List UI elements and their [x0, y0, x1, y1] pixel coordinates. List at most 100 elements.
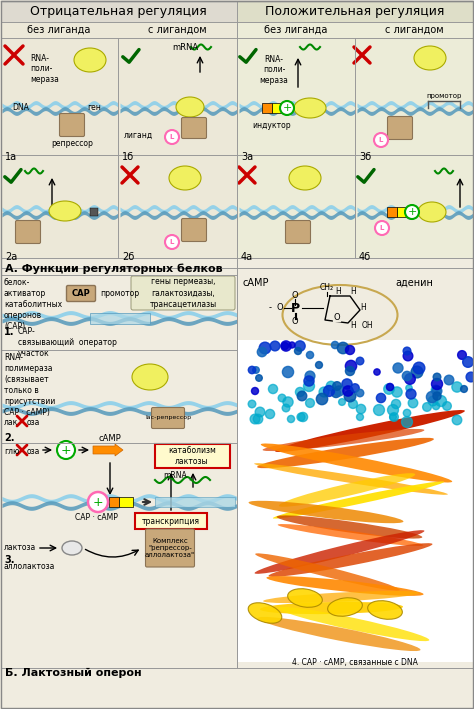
Ellipse shape — [418, 202, 446, 222]
Circle shape — [348, 400, 357, 408]
FancyBboxPatch shape — [131, 276, 235, 310]
Circle shape — [411, 366, 423, 378]
Circle shape — [431, 379, 443, 389]
Circle shape — [356, 404, 365, 413]
Text: белок-
активатор
катаболитных
оперонов
(CAP): белок- активатор катаболитных оперонов (… — [4, 278, 62, 331]
Text: 4. CAP · cAMP, связанные с DNA: 4. CAP · cAMP, связанные с DNA — [292, 658, 418, 667]
Circle shape — [406, 389, 416, 399]
Circle shape — [57, 441, 75, 459]
Text: 3б: 3б — [359, 152, 371, 162]
Circle shape — [427, 391, 438, 403]
Circle shape — [306, 352, 314, 359]
Text: А. Функции регуляторных белков: А. Функции регуляторных белков — [5, 264, 223, 274]
Ellipse shape — [169, 166, 201, 190]
Circle shape — [408, 398, 418, 408]
Circle shape — [265, 409, 274, 418]
Circle shape — [463, 357, 474, 367]
Text: 2а: 2а — [5, 252, 17, 262]
Bar — [387, 207, 397, 217]
Ellipse shape — [269, 543, 432, 577]
Circle shape — [376, 393, 386, 403]
Text: RNA-
поли-
мераза: RNA- поли- мераза — [30, 54, 59, 84]
Circle shape — [356, 389, 364, 397]
Text: H: H — [360, 303, 366, 313]
Circle shape — [433, 373, 441, 381]
Text: Отрицательная регуляция: Отрицательная регуляция — [29, 6, 206, 18]
Circle shape — [248, 367, 255, 374]
Text: OH: OH — [362, 320, 374, 330]
Text: аллолактоза: аллолактоза — [4, 562, 55, 571]
FancyBboxPatch shape — [146, 529, 194, 567]
Circle shape — [443, 402, 451, 411]
Circle shape — [283, 397, 293, 407]
Ellipse shape — [263, 429, 424, 451]
Text: mRNA: mRNA — [172, 43, 198, 52]
FancyBboxPatch shape — [60, 113, 84, 137]
Circle shape — [165, 130, 179, 144]
Circle shape — [452, 382, 462, 392]
Bar — [109, 497, 119, 507]
Circle shape — [346, 367, 355, 376]
Text: L: L — [170, 239, 174, 245]
Circle shape — [375, 221, 389, 235]
Circle shape — [319, 387, 329, 397]
Circle shape — [270, 341, 280, 351]
Circle shape — [413, 362, 425, 374]
Bar — [238, 340, 473, 662]
Circle shape — [452, 415, 462, 425]
FancyBboxPatch shape — [182, 218, 207, 242]
Circle shape — [253, 414, 263, 424]
Circle shape — [433, 392, 441, 400]
Ellipse shape — [248, 603, 282, 623]
Text: гены пермеазы,
галактозидазы,
трансацетилазы: гены пермеазы, галактозидазы, трансацети… — [149, 277, 217, 308]
Text: CAP: CAP — [72, 289, 91, 298]
Ellipse shape — [277, 515, 422, 539]
Circle shape — [432, 402, 440, 410]
Text: транскрипция: транскрипция — [142, 516, 200, 525]
Circle shape — [250, 414, 260, 424]
Circle shape — [295, 387, 305, 396]
Text: O: O — [277, 303, 283, 313]
Ellipse shape — [278, 524, 423, 546]
Text: lac-репрессор: lac-репрессор — [145, 415, 191, 420]
Text: глю: глю — [4, 447, 19, 456]
Ellipse shape — [279, 473, 415, 507]
Text: промотор: промотор — [426, 93, 462, 99]
Bar — [1, 1, 237, 23]
Text: O: O — [334, 313, 340, 321]
Text: с лигандом: с лигандом — [148, 25, 207, 35]
FancyBboxPatch shape — [66, 286, 95, 301]
Text: 3.: 3. — [4, 555, 15, 565]
Circle shape — [432, 386, 442, 396]
Bar — [1, 1, 237, 258]
Circle shape — [294, 347, 301, 354]
FancyBboxPatch shape — [152, 408, 184, 428]
Text: лиганд: лиганд — [124, 130, 153, 140]
Ellipse shape — [257, 437, 434, 468]
Ellipse shape — [289, 166, 321, 190]
Circle shape — [405, 374, 415, 384]
Circle shape — [466, 372, 474, 382]
Circle shape — [306, 398, 314, 408]
Ellipse shape — [62, 541, 82, 555]
Text: оза: оза — [27, 418, 40, 427]
Circle shape — [304, 376, 314, 386]
Circle shape — [351, 384, 359, 392]
Ellipse shape — [263, 591, 419, 603]
Circle shape — [334, 386, 344, 396]
Circle shape — [331, 342, 338, 349]
Text: +: + — [93, 496, 103, 508]
Circle shape — [343, 386, 353, 396]
Circle shape — [280, 101, 294, 115]
Text: 1б: 1б — [122, 152, 134, 162]
Ellipse shape — [368, 601, 402, 619]
Circle shape — [392, 399, 401, 408]
Text: +: + — [61, 444, 71, 457]
Text: H: H — [350, 321, 356, 330]
Text: cAMP: cAMP — [99, 434, 121, 443]
Circle shape — [392, 387, 402, 397]
Circle shape — [405, 205, 419, 219]
Text: Комплекс
"репрессор-
аллолактоза": Комплекс "репрессор- аллолактоза" — [145, 538, 195, 558]
Circle shape — [253, 367, 259, 374]
Circle shape — [374, 133, 388, 147]
